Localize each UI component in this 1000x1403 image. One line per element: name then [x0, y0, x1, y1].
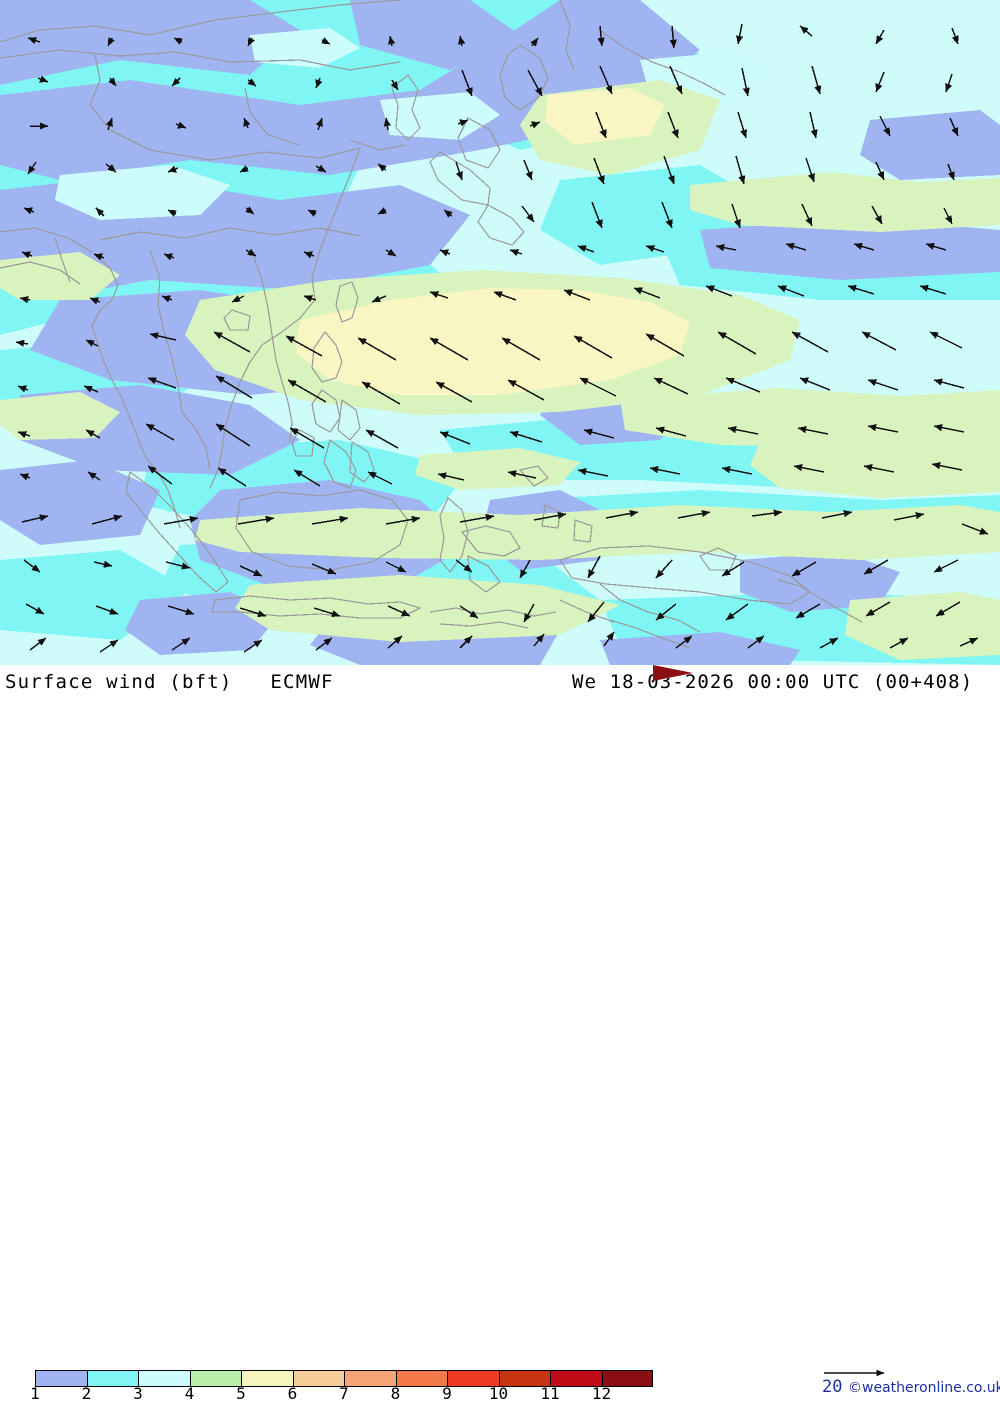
colorbar-tick-2: 2: [81, 1384, 92, 1403]
colorbar-tick-7: 7: [339, 1384, 349, 1403]
coastlines-layer: [0, 0, 863, 649]
surface-wind-map[interactable]: [0, 0, 1000, 665]
copyright-label: ©weatheronline.co.uk: [848, 1380, 1000, 1396]
wind-scale-value: 20: [822, 1377, 843, 1397]
colorbar-tick-12: 12: [591, 1384, 612, 1403]
colorbar-tick-10: 10: [488, 1384, 509, 1403]
colorbar-tick-3: 3: [133, 1384, 143, 1403]
valid-time-label: We 18-03-2026 00:00 UTC (00+408): [572, 671, 974, 693]
colorbar-tick-11: 11: [540, 1384, 560, 1403]
map-footer: Surface wind (bft) ECMWF We 18-03-2026 0…: [0, 665, 1000, 1403]
wind-vectors-layer: [15, 23, 989, 653]
colorbar-tick-4: 4: [184, 1384, 195, 1403]
colorbar-tick-5: 5: [236, 1384, 246, 1403]
colorbar-tick-6: 6: [287, 1384, 298, 1403]
colorbar-tick-1: 1: [30, 1384, 40, 1403]
colorbar-tick-9: 9: [442, 1384, 452, 1403]
colorbar-tick-8: 8: [390, 1384, 401, 1403]
wind-speed-contours: [0, 0, 1000, 665]
chart-title: Surface wind (bft) ECMWF: [5, 671, 334, 693]
colorbar-overflow-arrow: [653, 665, 693, 681]
